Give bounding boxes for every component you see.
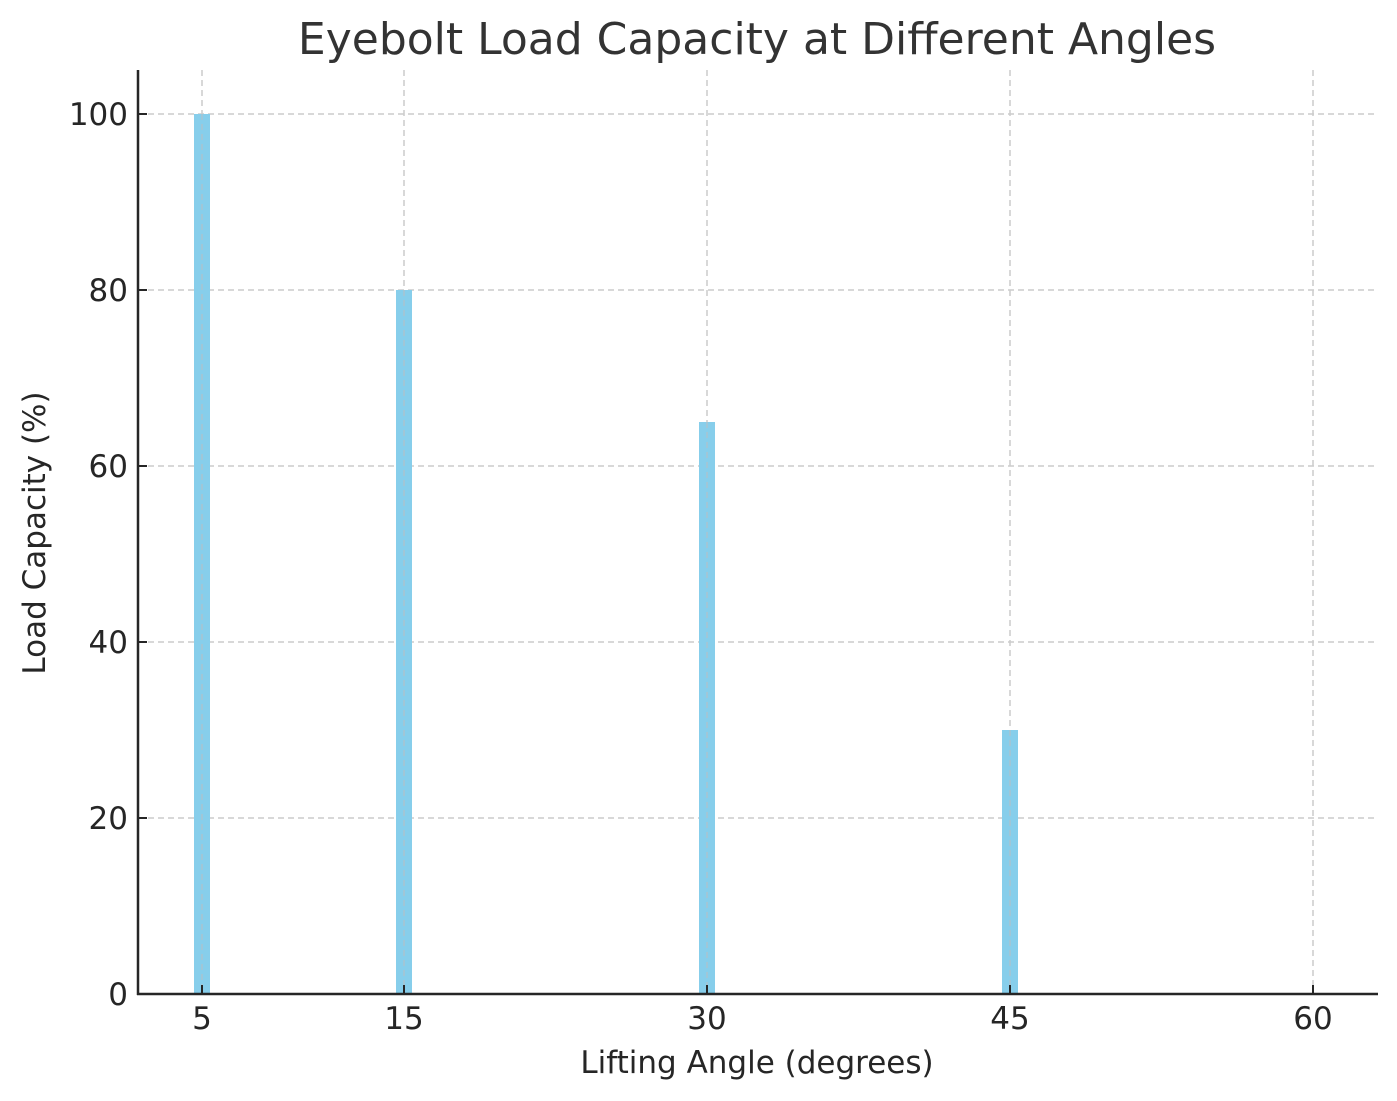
y-tick-label: 20 xyxy=(89,801,128,837)
chart-title: Eyebolt Load Capacity at Different Angle… xyxy=(298,14,1216,65)
x-tick-label: 15 xyxy=(384,1001,423,1037)
x-tick-label: 60 xyxy=(1293,1001,1332,1037)
axes xyxy=(136,70,1378,996)
y-tick-label: 0 xyxy=(108,977,128,1013)
grid-lines xyxy=(138,70,1378,994)
y-tick-label: 40 xyxy=(89,625,128,661)
x-ticks: 5 15 30 45 60 xyxy=(192,985,1333,1037)
y-ticks: 0 20 40 60 80 100 xyxy=(69,97,147,1013)
y-tick-label: 60 xyxy=(89,449,128,485)
y-tick-label: 80 xyxy=(89,273,128,309)
x-tick-label: 5 xyxy=(192,1001,212,1037)
x-tick-label: 45 xyxy=(990,1001,1029,1037)
x-axis-label: Lifting Angle (degrees) xyxy=(580,1045,933,1081)
bars xyxy=(194,114,1018,994)
y-tick-label: 100 xyxy=(69,97,128,133)
y-axis-label: Load Capacity (%) xyxy=(17,391,53,674)
x-tick-label: 30 xyxy=(687,1001,726,1037)
